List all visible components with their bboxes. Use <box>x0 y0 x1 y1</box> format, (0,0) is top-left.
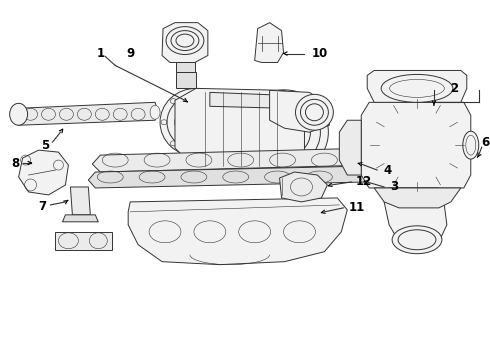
Polygon shape <box>280 172 327 202</box>
Polygon shape <box>270 90 329 132</box>
Ellipse shape <box>160 88 232 156</box>
Polygon shape <box>176 72 196 88</box>
Polygon shape <box>210 93 310 120</box>
Text: 10: 10 <box>311 47 327 60</box>
Ellipse shape <box>369 99 465 191</box>
Ellipse shape <box>463 131 479 159</box>
Polygon shape <box>92 148 374 172</box>
Text: 12: 12 <box>356 175 372 189</box>
Text: 7: 7 <box>38 201 47 213</box>
Polygon shape <box>361 102 471 188</box>
Text: 6: 6 <box>482 136 490 149</box>
Polygon shape <box>71 187 90 215</box>
Polygon shape <box>339 120 361 175</box>
Polygon shape <box>367 71 467 102</box>
Text: 2: 2 <box>450 82 458 95</box>
Ellipse shape <box>166 27 204 54</box>
Polygon shape <box>255 23 284 63</box>
Polygon shape <box>374 188 461 208</box>
Ellipse shape <box>392 226 442 254</box>
Text: 4: 4 <box>383 163 391 176</box>
Ellipse shape <box>10 103 27 125</box>
Polygon shape <box>13 102 158 125</box>
Ellipse shape <box>295 94 333 130</box>
Ellipse shape <box>150 105 160 119</box>
Polygon shape <box>88 166 372 188</box>
Polygon shape <box>55 232 112 250</box>
Polygon shape <box>176 63 195 72</box>
Polygon shape <box>162 23 208 63</box>
Ellipse shape <box>381 75 453 102</box>
Ellipse shape <box>378 107 456 183</box>
Text: 3: 3 <box>390 180 398 193</box>
Ellipse shape <box>241 90 328 175</box>
Polygon shape <box>384 188 447 242</box>
Text: 1: 1 <box>96 47 104 60</box>
Polygon shape <box>175 88 304 170</box>
Text: 8: 8 <box>11 157 20 170</box>
Ellipse shape <box>249 97 320 167</box>
Text: 11: 11 <box>349 201 366 215</box>
Polygon shape <box>128 198 347 265</box>
Polygon shape <box>62 215 98 222</box>
Text: 5: 5 <box>41 139 49 152</box>
Polygon shape <box>367 170 381 186</box>
Ellipse shape <box>167 95 225 150</box>
Polygon shape <box>19 150 69 195</box>
Text: 9: 9 <box>126 47 134 60</box>
